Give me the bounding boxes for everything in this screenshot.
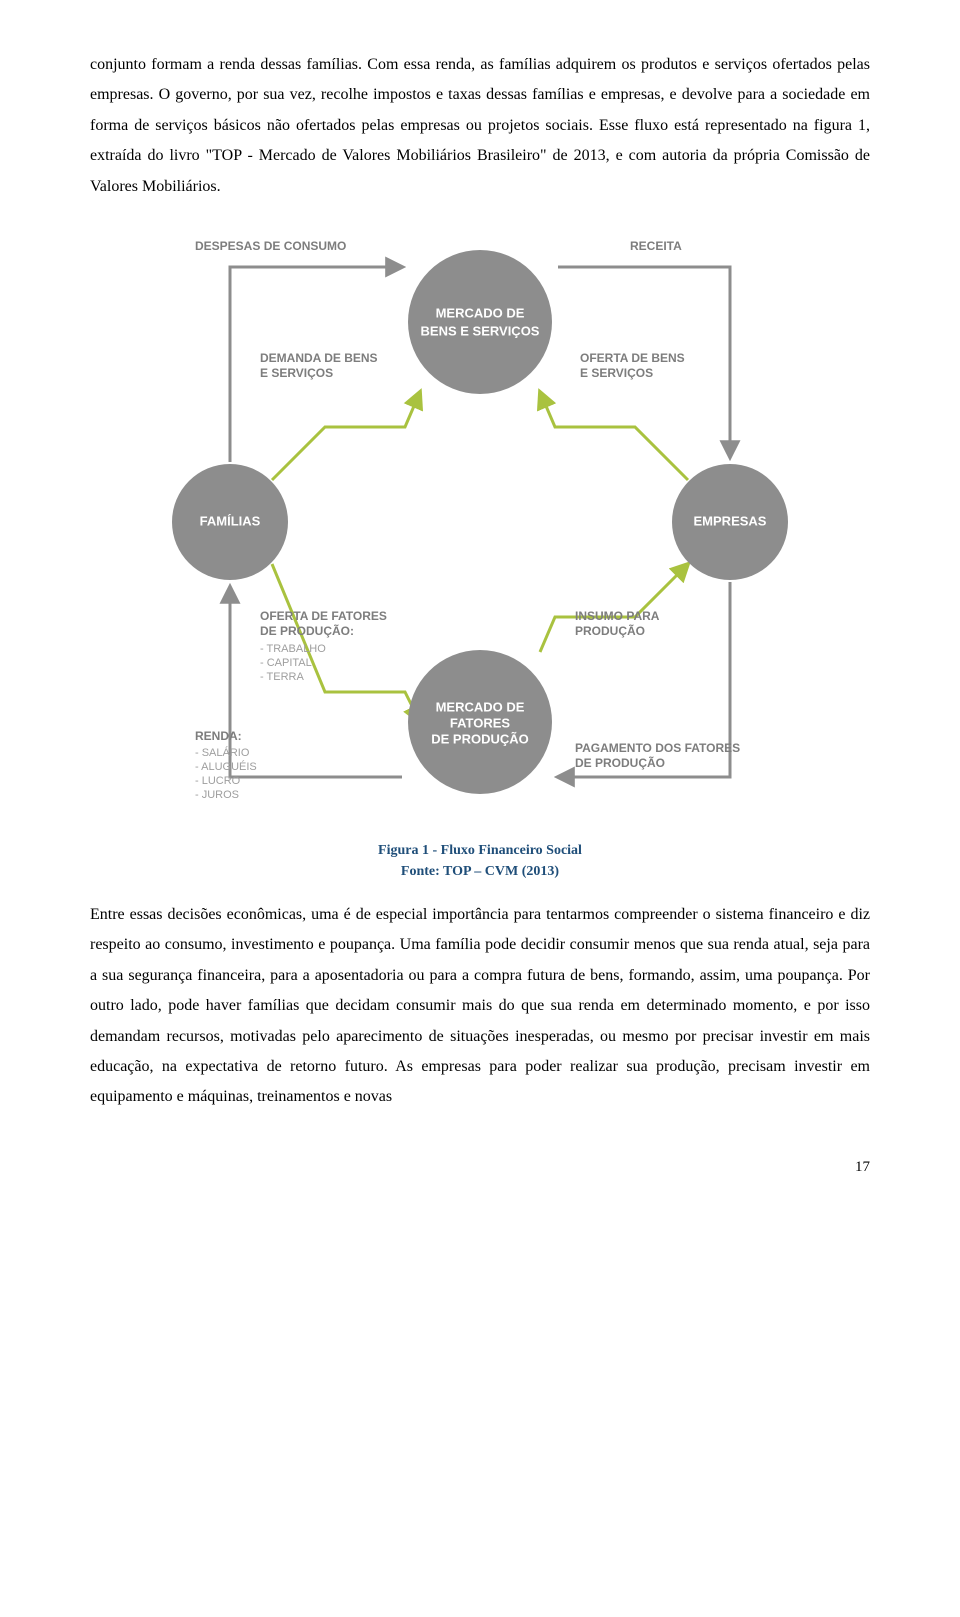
label-renda: RENDA: — [195, 729, 242, 743]
sub-lucro: - LUCRO — [195, 775, 241, 787]
node-mercado-bens: MERCADO DE BENS E SERVIÇOS — [408, 250, 552, 394]
label-despesas: DESPESAS DE CONSUMO — [195, 239, 346, 253]
node-empresas: EMPRESAS — [672, 464, 788, 580]
paragraph-2: Entre essas decisões econômicas, uma é d… — [90, 900, 870, 1113]
figure-caption: Figura 1 - Fluxo Financeiro Social Fonte… — [160, 840, 800, 882]
svg-text:BENS E SERVIÇOS: BENS E SERVIÇOS — [421, 323, 540, 338]
paragraph-1: conjunto formam a renda dessas famílias.… — [90, 50, 870, 202]
label-insumo-1: INSUMO PARA — [575, 609, 660, 623]
label-oferta-bens-1: OFERTA DE BENS — [580, 351, 685, 365]
label-demanda-1: DEMANDA DE BENS — [260, 351, 378, 365]
svg-text:FATORES: FATORES — [450, 715, 511, 730]
sub-capital: - CAPITAL — [260, 657, 312, 669]
caption-line-1: Figura 1 - Fluxo Financeiro Social — [378, 843, 582, 858]
caption-line-2: Fonte: TOP – CVM (2013) — [401, 864, 559, 879]
sub-alugueis: - ALUGUÉIS — [195, 760, 257, 773]
node-familias: FAMÍLIAS — [172, 464, 288, 580]
sub-terra: - TERRA — [260, 671, 304, 683]
label-oferta-fatores-2: DE PRODUÇÃO: — [260, 623, 354, 638]
label-receita: RECEITA — [630, 239, 682, 253]
page-number: 17 — [90, 1153, 870, 1182]
label-oferta-fatores-1: OFERTA DE FATORES — [260, 609, 387, 623]
sub-juros: - JUROS — [195, 789, 239, 801]
node-mercado-fatores: MERCADO DE FATORES DE PRODUÇÃO — [408, 650, 552, 794]
economic-flow-diagram: MERCADO DE BENS E SERVIÇOS FAMÍLIAS EMPR… — [160, 232, 800, 882]
label-oferta-bens-2: E SERVIÇOS — [580, 366, 653, 380]
sub-trabalho: - TRABALHO — [260, 643, 326, 655]
sub-salario: - SALÁRIO — [195, 746, 250, 759]
svg-text:DE PRODUÇÃO: DE PRODUÇÃO — [431, 731, 529, 746]
label-pagamento-2: DE PRODUÇÃO — [575, 755, 665, 770]
label-insumo-2: PRODUÇÃO — [575, 623, 645, 638]
svg-text:EMPRESAS: EMPRESAS — [694, 513, 767, 528]
label-pagamento-1: PAGAMENTO DOS FATORES — [575, 741, 740, 755]
svg-text:FAMÍLIAS: FAMÍLIAS — [200, 513, 261, 528]
label-demanda-2: E SERVIÇOS — [260, 366, 333, 380]
svg-text:MERCADO DE: MERCADO DE — [436, 305, 525, 320]
svg-text:MERCADO DE: MERCADO DE — [436, 699, 525, 714]
